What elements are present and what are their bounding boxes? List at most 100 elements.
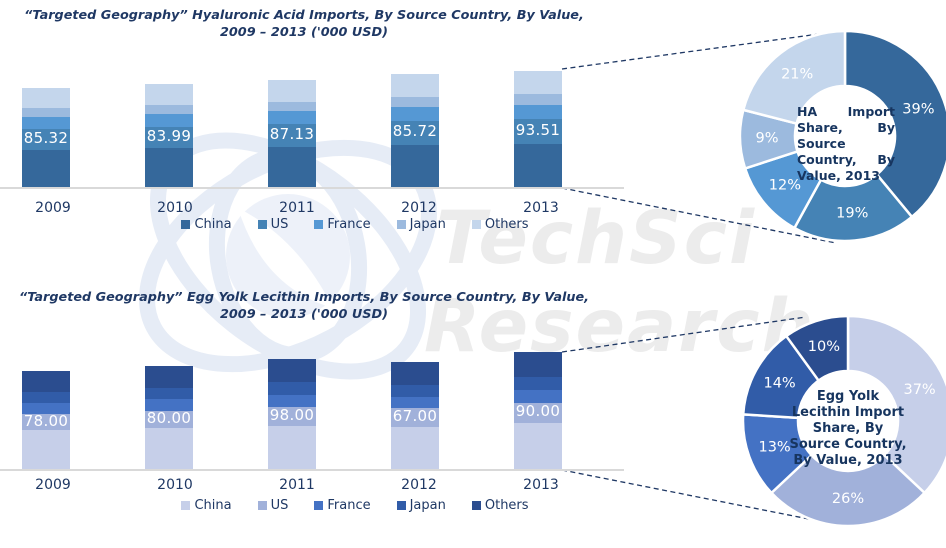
ha-chart-title-line1: “Targeted Geography” Hyaluronic Acid Imp… — [24, 8, 584, 23]
x-axis-label-2009: 2009 — [35, 200, 71, 216]
x-axis-label-2012: 2012 — [401, 477, 437, 493]
bar-total-label: 85.72 — [392, 122, 438, 140]
legend-swatch-japan — [396, 220, 406, 229]
bar-segment-france — [22, 402, 70, 414]
bar-segment-us — [268, 406, 316, 426]
bar-segment-france — [514, 104, 562, 119]
bar-total-label: 90.00 — [515, 402, 561, 420]
bar-segment-us — [22, 129, 70, 150]
bar-segment-china — [22, 430, 70, 470]
x-axis-label-2011: 2011 — [279, 477, 315, 493]
bar-segment-china — [391, 426, 439, 470]
legend-swatch-others — [471, 501, 481, 510]
bar-total-label: 80.00 — [146, 409, 192, 427]
legend-label: US — [270, 498, 289, 513]
ha-chart-title-line2: 2009 – 2013 ('000 USD) — [219, 25, 388, 40]
legend-swatch-china — [181, 501, 191, 510]
eyl-chart-title-line1: “Targeted Geography” Egg Yolk Lecithin I… — [18, 290, 590, 305]
legend-label: Others — [484, 498, 529, 513]
bar-segment-others — [145, 366, 193, 388]
donut-slice-label-china: 37% — [903, 382, 935, 398]
eyl-legend: China US France Japan Others — [30, 498, 680, 513]
x-axis-label-2010: 2010 — [157, 477, 193, 493]
bar-segment-japan — [268, 382, 316, 395]
ha-donut-center-label: HA Import Share, By Source Country, By V… — [797, 104, 895, 183]
donut-slice-label-japan: 14% — [763, 375, 795, 391]
donut-slice-china — [846, 314, 946, 495]
bar-segment-china — [268, 425, 316, 470]
donut-hole — [796, 87, 894, 185]
legend-item-us: US — [257, 217, 288, 232]
legend-swatch-france — [314, 220, 324, 229]
legend-swatch-us — [257, 220, 267, 229]
bar-2011: 87.13 — [268, 80, 316, 188]
eyl-chart-title: “Targeted Geography” Egg Yolk Lecithin I… — [0, 289, 608, 323]
legend-item-france: France — [314, 498, 371, 513]
bar-segment-others — [514, 352, 562, 377]
bar-segment-others — [514, 71, 562, 95]
bar-segment-france — [145, 114, 193, 127]
legend-label: Japan — [409, 217, 446, 232]
techsci-globe-watermark-icon — [139, 132, 437, 380]
bar-segment-others — [22, 371, 70, 392]
legend-swatch-china — [181, 220, 191, 229]
bar-segment-others — [145, 84, 193, 105]
x-axis-label-2011: 2011 — [279, 200, 315, 216]
eyl-x-axis-line — [0, 469, 624, 471]
legend-swatch-japan — [396, 501, 406, 510]
bar-total-label: 98.00 — [269, 405, 315, 424]
ha-chart-title: “Targeted Geography” Hyaluronic Acid Imp… — [0, 7, 608, 41]
x-axis-label-2012: 2012 — [401, 200, 437, 216]
x-axis-label-2009: 2009 — [35, 477, 71, 493]
legend-swatch-others — [471, 220, 481, 229]
bar-segment-us — [391, 408, 439, 427]
bar-2013: 90.00 — [514, 352, 562, 470]
bar-segment-france — [268, 111, 316, 125]
legend-item-china: China — [181, 217, 232, 232]
legend-swatch-us — [257, 501, 267, 510]
bar-segment-france — [268, 394, 316, 407]
bar-segment-japan — [145, 104, 193, 115]
bar-segment-france — [22, 117, 70, 129]
bar-2010: 83.99 — [145, 84, 193, 188]
bar-segment-others — [268, 80, 316, 102]
legend-label: Japan — [409, 498, 446, 513]
donut-slice-label-us: 19% — [836, 206, 868, 222]
bar-segment-us — [514, 402, 562, 423]
bar-2013: 93.51 — [514, 71, 562, 188]
bar-2010: 80.00 — [145, 366, 193, 470]
bar-total-label: 78.00 — [23, 411, 69, 430]
legend-item-china: China — [181, 498, 232, 513]
bar-segment-us — [145, 126, 193, 149]
bar-total-label: 67.00 — [392, 407, 438, 425]
bar-segment-japan — [514, 94, 562, 105]
bar-segment-china — [514, 422, 562, 470]
bar-total-label: 87.13 — [269, 125, 315, 143]
donut-slice-label-france: 13% — [758, 439, 790, 455]
x-axis-label-2010: 2010 — [157, 200, 193, 216]
bar-2009: 78.00 — [22, 371, 70, 470]
bar-segment-japan — [391, 384, 439, 397]
ha-x-axis-labels: 2009 2010 2011 2012 2013 — [0, 200, 640, 218]
bar-segment-china — [514, 143, 562, 188]
bar-segment-china — [145, 148, 193, 188]
bar-segment-japan — [145, 387, 193, 400]
bar-total-label: 85.32 — [23, 129, 69, 147]
bar-segment-others — [22, 88, 70, 108]
bar-total-label: 93.51 — [515, 120, 561, 139]
donut-slice-label-us: 26% — [832, 491, 864, 507]
legend-label: China — [194, 217, 232, 232]
bar-segment-france — [391, 396, 439, 409]
legend-item-france: France — [314, 217, 371, 232]
legend-label: China — [194, 498, 232, 513]
donut-slice-label-japan: 9% — [755, 131, 778, 147]
bar-segment-france — [514, 389, 562, 403]
bar-segment-japan — [391, 96, 439, 108]
bar-segment-us — [22, 413, 70, 431]
bar-segment-japan — [22, 108, 70, 117]
bar-segment-japan — [22, 391, 70, 403]
bar-2012: 67.00 — [391, 362, 439, 470]
legend-swatch-france — [314, 501, 324, 510]
bar-segment-france — [145, 399, 193, 411]
